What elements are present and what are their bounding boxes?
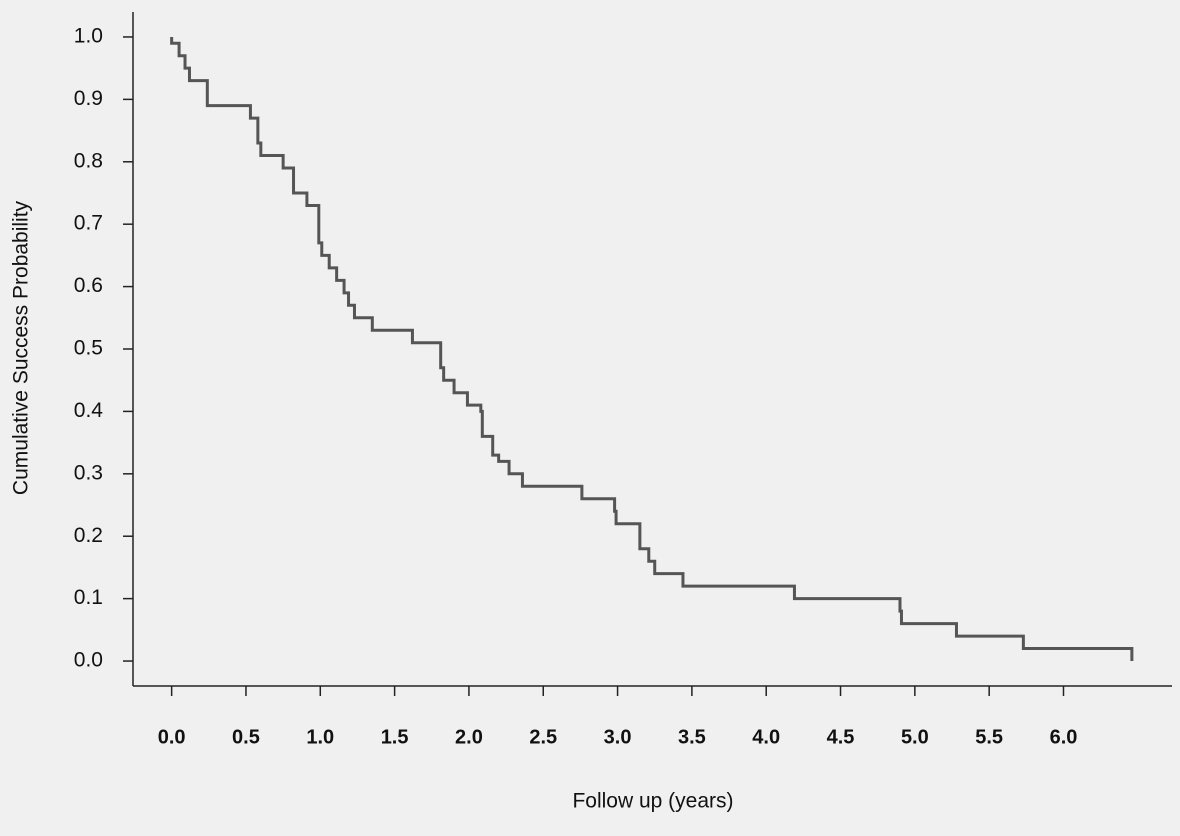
x-tick-label: 4.5 [827,726,855,748]
y-tick-label: 0.0 [74,649,103,672]
x-tick-label: 5.0 [901,726,929,748]
x-tick-label: 3.5 [678,726,706,748]
y-tick-label: 1.0 [74,25,103,48]
y-tick-label: 0.2 [74,524,103,547]
y-tick-label: 0.3 [74,461,103,484]
x-tick-label: 2.0 [455,726,483,748]
x-tick-label: 4.0 [752,726,780,748]
y-tick-label: 0.8 [74,149,103,172]
y-tick-label: 0.9 [74,87,103,110]
x-axis-label: Follow up (years) [572,790,733,813]
x-tick-label: 1.5 [381,726,409,748]
x-tick-label: 2.5 [529,726,557,748]
y-tick-label: 0.7 [74,212,103,235]
x-tick-label: 0.0 [158,726,186,748]
survival-curve [170,36,1134,662]
y-axis-label: Cumulative Success Probability [10,200,33,495]
x-tick-label: 1.0 [306,726,334,748]
x-tick-label: 3.0 [604,726,632,748]
x-tick-label: 6.0 [1050,726,1078,748]
x-tick-label: 5.5 [975,726,1003,748]
y-tick-label: 0.6 [74,274,103,297]
y-tick-label: 0.4 [74,399,104,422]
y-tick-label: 0.1 [74,586,103,609]
y-tick-label: 0.5 [74,337,103,360]
x-tick-label: 0.5 [232,726,260,748]
